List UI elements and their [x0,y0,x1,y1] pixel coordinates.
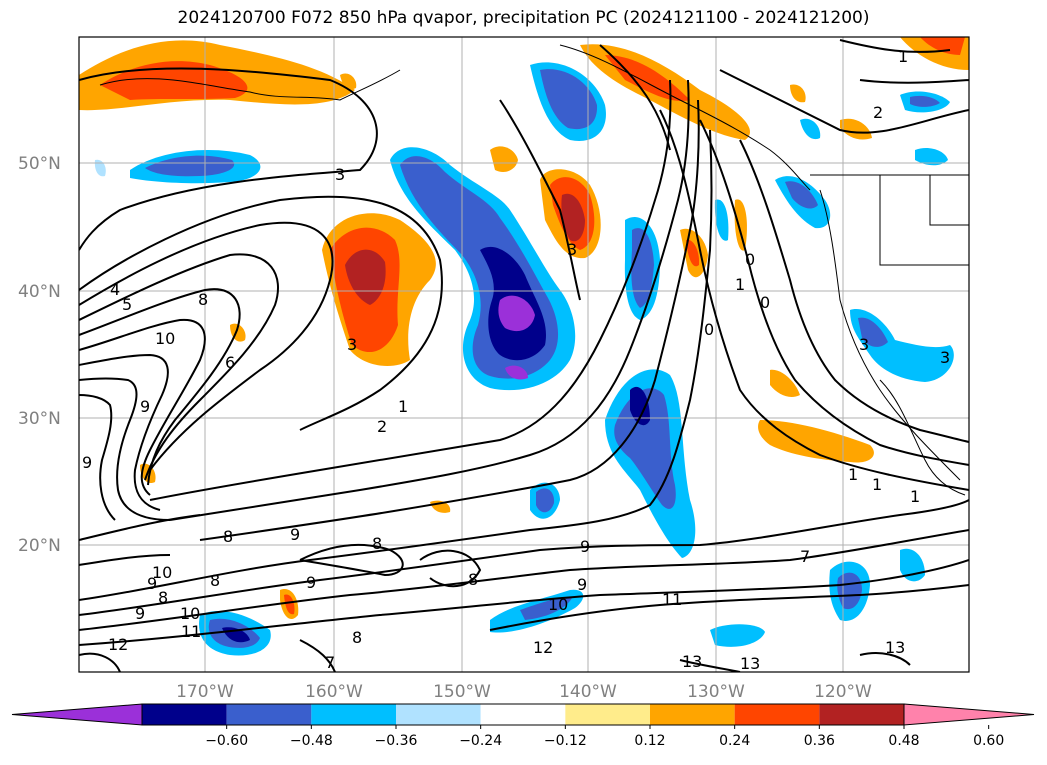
lat-label: 40°N [18,282,61,302]
lat-label: 20°N [18,536,61,556]
contour-label: 8 [210,571,220,590]
lon-label: 160°W [305,682,363,702]
lon-label: 140°W [559,682,617,702]
contour-label: 12 [533,638,553,657]
contour-label: 9 [577,575,587,594]
contour-label: 1 [910,487,920,506]
colorbar-bin [819,704,904,725]
contour-label: 2 [873,103,883,122]
colorbar-extend-max [903,703,1035,726]
contour-label: 9 [135,604,145,623]
colorbar-tick-label: −0.24 [459,733,502,749]
map-gridlines [79,37,969,672]
contour-label: 3 [347,335,357,354]
colorbar-tick-label: −0.12 [544,733,587,749]
contour-label: 3 [567,240,577,259]
contour-label: 1 [735,275,745,294]
colorbar-bin [311,704,396,725]
contour-label: 0 [760,293,770,312]
contour-label: 8 [158,588,168,607]
contour-label: 1 [872,475,882,494]
colorbar: −0.60 −0.48 −0.36 −0.24 −0.12 0.12 0.24 0.36 0.4… [11,703,1035,749]
lon-label: 150°W [433,682,491,702]
contour-label: 0 [745,250,755,269]
contour-label: 3 [940,348,950,367]
contour-label: 1 [398,397,408,416]
contour-label: 7 [800,547,810,566]
chart-title: 2024120700 F072 850 hPa qvapor, precipit… [177,8,870,28]
contour-label: 13 [885,638,905,657]
contour-label: 13 [682,652,702,671]
contour-label: 9 [82,453,92,472]
contour-label-group: 3 4 5 8 10 6 9 9 3 2 1 3 1 0 0 0 3 3 1 2… [82,47,950,673]
colorbar-tick-label: 0.60 [973,733,1004,749]
colorbar-bin [226,704,312,725]
colorbar-bin [480,704,566,725]
contour-label: 11 [181,622,201,641]
plot-frame [78,36,970,673]
lon-label: 130°W [687,682,745,702]
colorbar-tick-label: −0.60 [205,733,248,749]
colorbar-extend-min [11,703,143,726]
lon-label: 170°W [176,682,234,702]
contour-label: 6 [225,353,235,372]
coastlines [99,44,969,496]
contour-label: 11 [662,590,682,609]
contour-label: 9 [140,397,150,416]
lon-label: 120°W [814,682,872,702]
colorbar-bin [734,704,820,725]
contour-label: 1 [848,465,858,484]
colorbar-bin [565,704,650,725]
contour-label: 12 [108,635,128,654]
contour-label: 3 [335,165,345,184]
longitude-labels: 170°W 160°W 150°W 140°W 130°W 120°W [176,682,872,702]
contour-label: 0 [704,320,714,339]
contour-label: 10 [548,595,568,614]
contour-label: 8 [352,628,362,647]
contour-label: 1 [898,47,908,66]
colorbar-bin [142,704,227,725]
contour-label: 13 [740,654,760,673]
contour-label: 5 [122,295,132,314]
colorbar-tick-label: 0.48 [888,733,919,749]
contour-label: 8 [223,527,233,546]
contour-label: 8 [198,290,208,309]
contour-label: 9 [290,525,300,544]
contour-label: 9 [306,573,316,592]
colorbar-frame [141,703,905,726]
contour-lines [79,39,969,672]
contour-label: 2 [377,417,387,436]
colorbar-tick-label: −0.36 [375,733,418,749]
lat-label: 30°N [18,409,61,429]
colorbar-tick-label: 0.24 [719,733,750,749]
contour-label: 3 [859,335,869,354]
colorbar-bin [396,704,481,725]
contour-label: 7 [325,653,335,672]
contour-label: 4 [110,280,120,299]
contour-label: 10 [180,604,200,623]
colorbar-tick-label: −0.48 [290,733,333,749]
contour-label: 9 [147,574,157,593]
contour-label: 10 [155,329,175,348]
lat-label: 50°N [18,154,61,174]
contour-label: 8 [372,534,382,553]
contour-label: 8 [468,570,478,589]
colorbar-bin [650,704,735,725]
contour-label: 9 [580,537,590,556]
latitude-labels: 50°N 40°N 30°N 20°N [18,154,61,556]
colorbar-tick-label: 0.36 [804,733,835,749]
contour-label: 10 [152,563,172,582]
colorbar-tick-label: 0.12 [634,733,665,749]
